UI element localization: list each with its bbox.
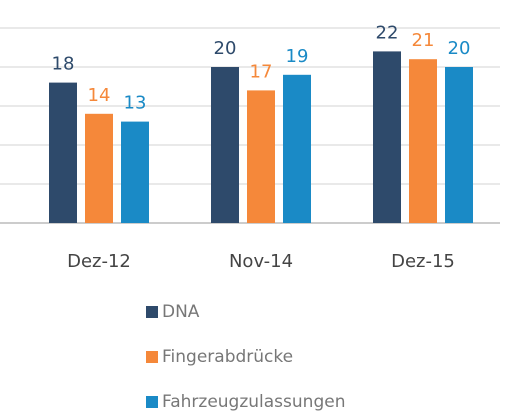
- bar: [409, 59, 437, 224]
- bar: [85, 113, 113, 223]
- x-tick-label: Dez-15: [391, 251, 455, 272]
- legend-label: DNA: [162, 302, 200, 322]
- x-tick-label: Dez-12: [67, 251, 131, 272]
- bar: [211, 67, 239, 223]
- bar: [247, 90, 275, 224]
- legend-swatch: [146, 351, 158, 363]
- value-label: 13: [124, 93, 147, 114]
- value-label: 21: [412, 30, 435, 51]
- bar: [283, 74, 311, 223]
- legend-label: Fingerabdrücke: [162, 347, 293, 367]
- value-label: 17: [250, 61, 273, 82]
- value-label: 19: [286, 46, 309, 67]
- bar: [373, 51, 401, 224]
- legend-label: Fahrzeugzulassungen: [162, 392, 345, 412]
- legend-swatch: [146, 396, 158, 408]
- bar: [121, 121, 149, 223]
- value-label: 18: [52, 54, 75, 75]
- value-label: 22: [376, 22, 399, 43]
- bar: [445, 67, 473, 223]
- value-label: 20: [214, 38, 237, 59]
- value-label: 20: [448, 38, 471, 59]
- bar: [49, 82, 77, 223]
- value-label: 14: [88, 85, 111, 106]
- legend-swatch: [146, 306, 158, 318]
- x-tick-label: Nov-14: [229, 251, 293, 272]
